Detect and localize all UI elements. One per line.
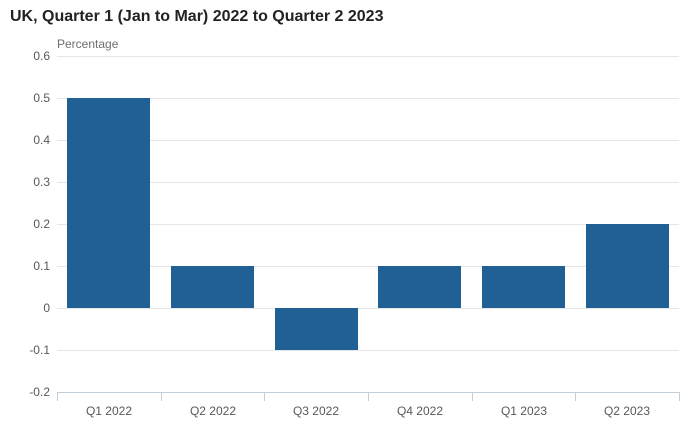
x-axis-tick xyxy=(264,392,265,401)
y-gridline xyxy=(57,56,679,57)
y-gridline xyxy=(57,266,679,267)
y-gridline xyxy=(57,98,679,99)
x-axis-label: Q1 2023 xyxy=(500,404,548,418)
bar-q2-2023 xyxy=(586,224,669,308)
bar-q1-2022 xyxy=(67,98,150,308)
y-gridline xyxy=(57,350,679,351)
y-gridline xyxy=(57,182,679,183)
y-axis-tick-label: 0.1 xyxy=(33,259,50,273)
y-axis-tick-label: -0.2 xyxy=(29,385,50,399)
y-axis-tick-label: 0 xyxy=(43,301,50,315)
bar-q3-2022 xyxy=(275,308,358,350)
x-axis-label: Q1 2022 xyxy=(85,404,133,418)
bar-q1-2023 xyxy=(482,266,565,308)
x-axis-label: Q2 2023 xyxy=(603,404,651,418)
x-axis-tick xyxy=(575,392,576,401)
y-axis-tick-label: 0.3 xyxy=(33,175,50,189)
x-axis-label: Q4 2022 xyxy=(396,404,444,418)
x-axis-label: Q3 2022 xyxy=(292,404,340,418)
x-axis-tick xyxy=(368,392,369,401)
bar-q4-2022 xyxy=(378,266,461,308)
x-axis-tick xyxy=(679,392,680,401)
bar-q2-2022 xyxy=(171,266,254,308)
y-axis-tick-label: -0.1 xyxy=(29,343,50,357)
chart-title: UK, Quarter 1 (Jan to Mar) 2022 to Quart… xyxy=(10,8,384,25)
x-axis-tick xyxy=(161,392,162,401)
x-axis-label: Q2 2022 xyxy=(189,404,237,418)
y-gridline xyxy=(57,140,679,141)
y-axis-tick-label: 0.5 xyxy=(33,91,50,105)
x-axis-tick xyxy=(472,392,473,401)
y-gridline xyxy=(57,224,679,225)
x-axis-tick xyxy=(57,392,58,401)
y-axis-tick-label: 0.2 xyxy=(33,217,50,231)
y-axis-tick-label: 0.4 xyxy=(33,133,50,147)
y-axis-tick-label: 0.6 xyxy=(33,49,50,63)
y-gridline xyxy=(57,308,679,309)
y-axis-unit-label: Percentage xyxy=(57,37,119,51)
